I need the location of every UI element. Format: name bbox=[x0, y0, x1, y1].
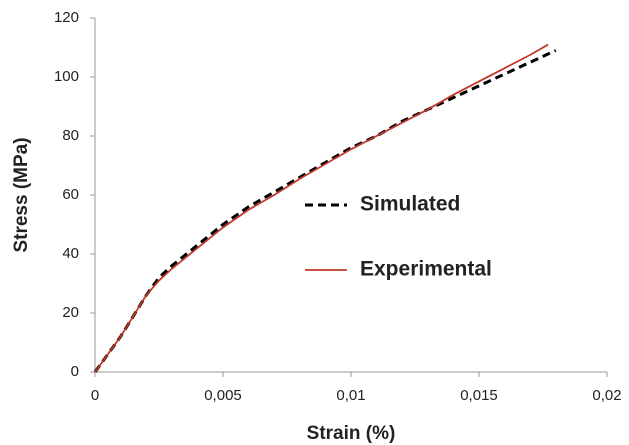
x-axis-title: Strain (%) bbox=[307, 423, 396, 444]
series-line bbox=[94, 43, 549, 373]
y-tick-label: 40 bbox=[62, 245, 79, 262]
y-tick-label: 60 bbox=[62, 186, 79, 203]
y-tick-label: 80 bbox=[62, 127, 79, 144]
x-tick-label: 0 bbox=[91, 387, 99, 404]
y-tick-label: 100 bbox=[54, 68, 79, 85]
legend-label: Experimental bbox=[360, 258, 492, 281]
series-line bbox=[93, 49, 557, 373]
x-tick-label: 0,005 bbox=[204, 387, 242, 404]
legend-label: Simulated bbox=[360, 193, 460, 216]
y-tick-label: 0 bbox=[71, 363, 79, 380]
x-tick-label: 0,02 bbox=[592, 387, 621, 404]
y-tick-label: 120 bbox=[54, 9, 79, 26]
y-tick-label: 20 bbox=[62, 304, 79, 321]
y-axis-title: Stress (MPa) bbox=[11, 137, 32, 252]
x-tick-label: 0,01 bbox=[336, 387, 365, 404]
x-tick-label: 0,015 bbox=[460, 387, 498, 404]
